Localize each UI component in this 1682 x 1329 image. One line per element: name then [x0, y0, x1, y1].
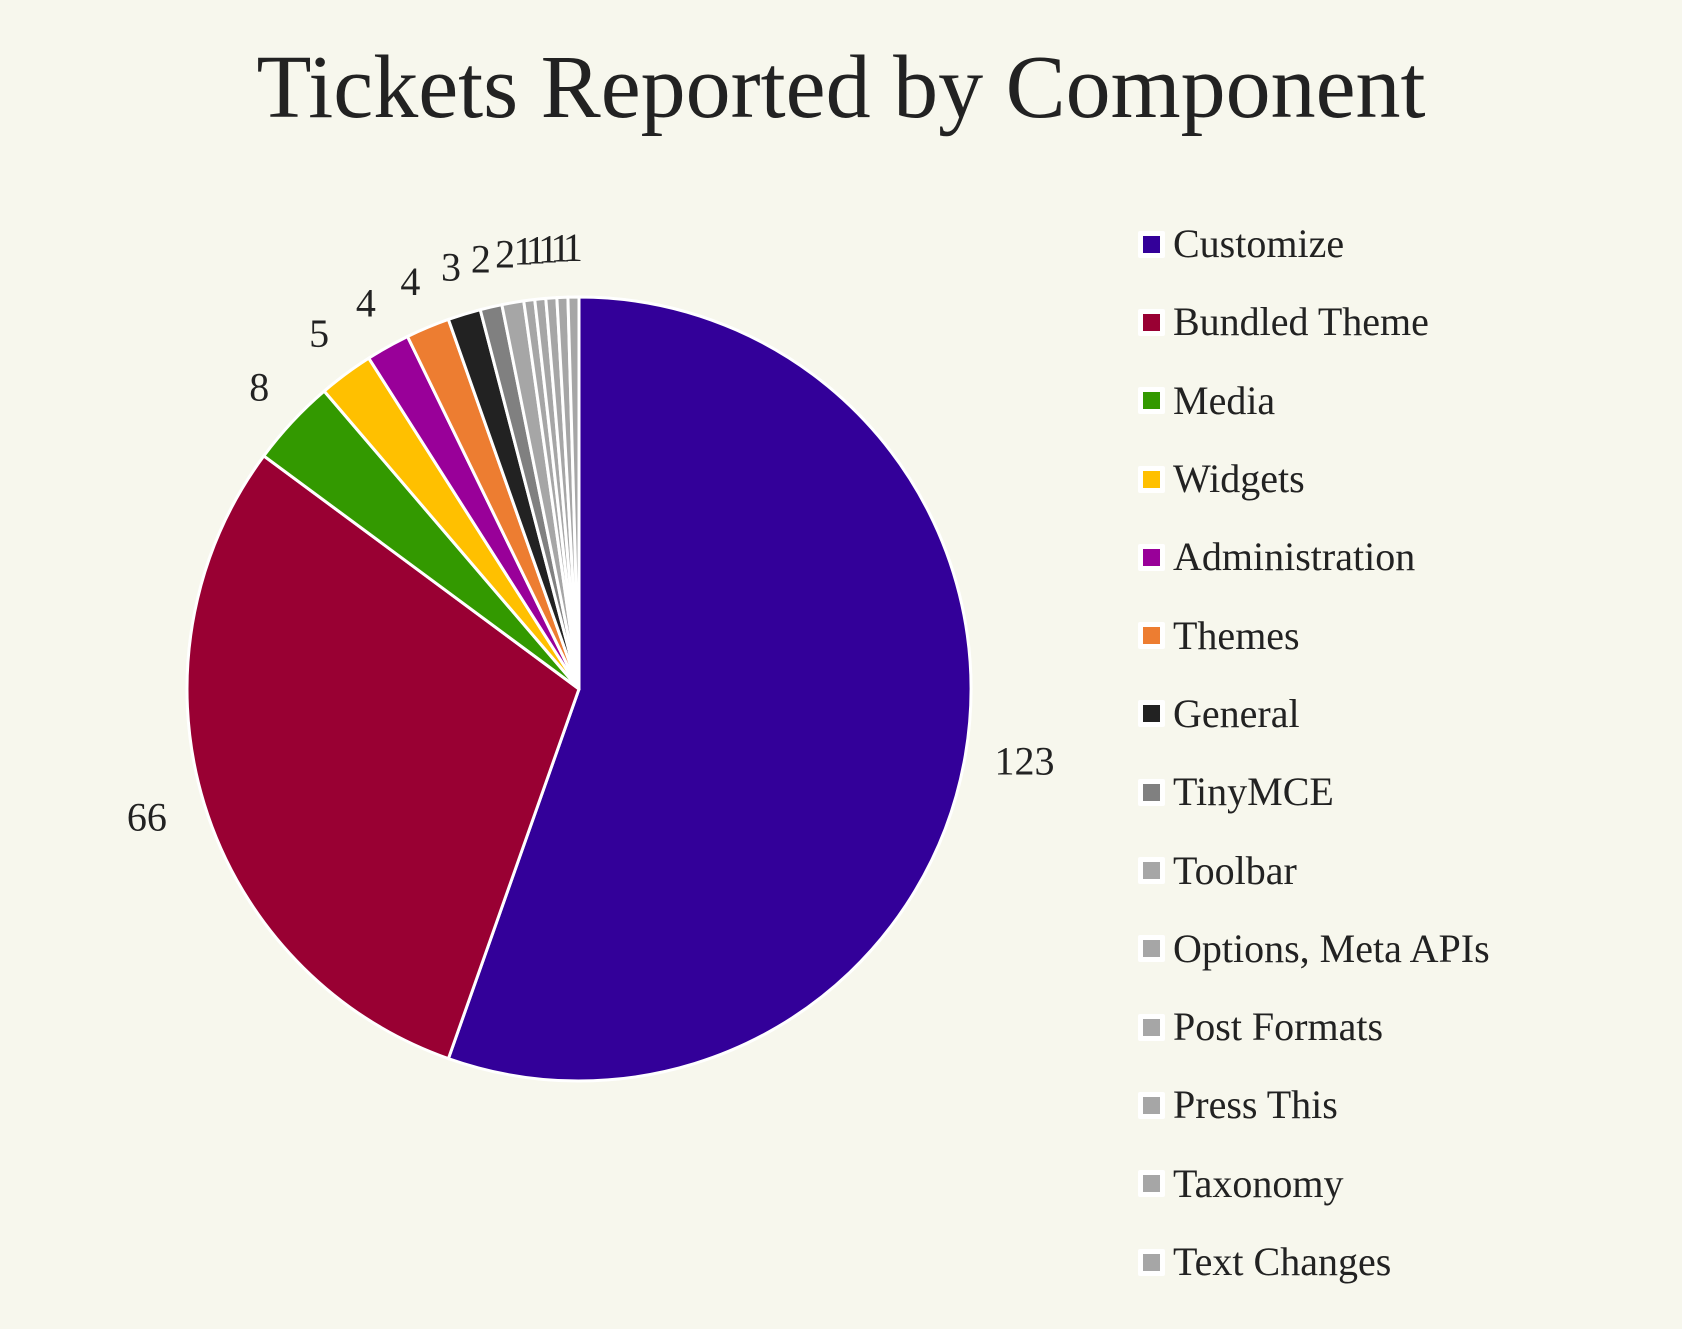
legend-item-text-changes: Text Changes: [1138, 1223, 1490, 1301]
legend-label: Options, Meta APIs: [1173, 925, 1490, 971]
legend-label: Press This: [1173, 1082, 1338, 1128]
legend-marker-icon: [1138, 1248, 1165, 1276]
legend-marker-icon: [1138, 1091, 1165, 1119]
legend-label: Themes: [1173, 612, 1300, 658]
legend: Customize Bundled Theme Media Widgets Ad…: [1138, 205, 1490, 1301]
legend-marker-icon: [1138, 700, 1165, 728]
legend-marker-icon: [1138, 543, 1165, 571]
data-label: 1: [563, 225, 583, 270]
data-label: 1: [526, 227, 546, 272]
legend-label: Administration: [1173, 534, 1416, 580]
legend-item-themes: Themes: [1138, 596, 1490, 674]
legend-item-toolbar: Toolbar: [1138, 831, 1490, 909]
legend-item-widgets: Widgets: [1138, 440, 1490, 518]
legend-label: General: [1173, 690, 1300, 736]
legend-label: TinyMCE: [1173, 769, 1334, 815]
legend-marker-icon: [1138, 387, 1165, 415]
legend-label: Media: [1173, 377, 1276, 423]
data-label: 2: [471, 236, 491, 281]
data-label: 8: [249, 364, 269, 409]
legend-item-media: Media: [1138, 362, 1490, 440]
legend-item-general: General: [1138, 675, 1490, 753]
legend-item-bundled-theme: Bundled Theme: [1138, 283, 1490, 361]
legend-label: Bundled Theme: [1173, 299, 1429, 345]
data-label: 3: [441, 244, 461, 289]
legend-marker-icon: [1138, 465, 1165, 493]
data-label: 66: [127, 795, 167, 840]
legend-item-post-formats: Post Formats: [1138, 988, 1490, 1066]
pie-slice-text-changes: [566, 295, 581, 691]
chart-title: Tickets Reported by Component: [256, 38, 1426, 137]
data-label: 1: [550, 226, 570, 271]
legend-marker-icon: [1138, 308, 1165, 336]
legend-label: Toolbar: [1173, 847, 1297, 893]
data-label: 4: [356, 281, 376, 326]
legend-label: Taxonomy: [1173, 1160, 1344, 1206]
legend-item-taxonomy: Taxonomy: [1138, 1145, 1490, 1223]
data-label: 2: [495, 231, 515, 276]
legend-item-customize: Customize: [1138, 205, 1490, 283]
legend-marker-icon: [1138, 1013, 1165, 1041]
legend-marker-icon: [1138, 622, 1165, 650]
legend-marker-icon: [1138, 1170, 1165, 1198]
data-label: 4: [400, 259, 420, 304]
legend-marker-icon: [1138, 778, 1165, 806]
legend-item-tinymce: TinyMCE: [1138, 753, 1490, 831]
legend-item-administration: Administration: [1138, 518, 1490, 596]
legend-item-press-this: Press This: [1138, 1066, 1490, 1144]
legend-marker-icon: [1138, 857, 1165, 885]
legend-label: Text Changes: [1173, 1239, 1392, 1284]
data-label: 1: [513, 229, 533, 274]
legend-label: Widgets: [1173, 456, 1305, 502]
legend-label: Post Formats: [1173, 1004, 1384, 1050]
legend-marker-icon: [1138, 230, 1165, 258]
pie-slices: [185, 295, 973, 1083]
legend-item-options-meta-apis: Options, Meta APIs: [1138, 910, 1490, 988]
data-label: 5: [309, 311, 329, 356]
pie-slice-bundled-theme: [185, 454, 581, 1061]
legend-marker-icon: [1138, 935, 1165, 963]
data-label: 1: [538, 226, 558, 271]
data-label: 123: [994, 739, 1054, 784]
legend-label: Customize: [1173, 221, 1345, 267]
